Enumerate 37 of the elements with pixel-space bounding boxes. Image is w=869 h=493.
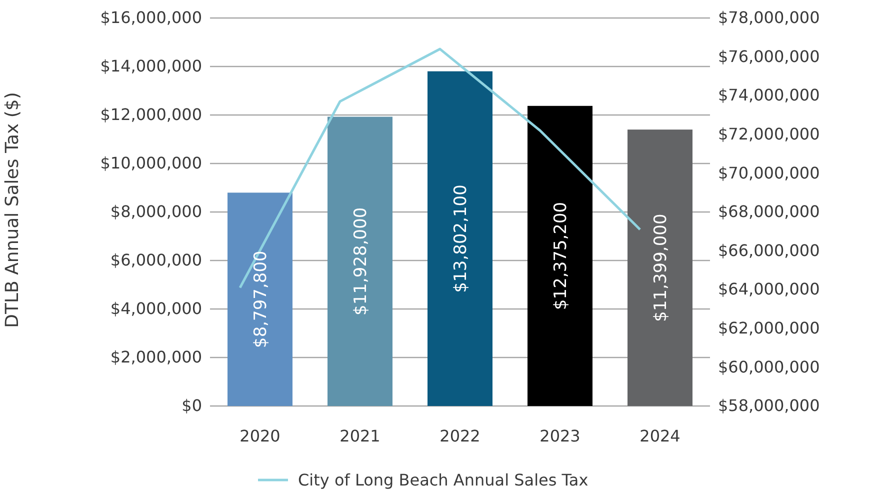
- bar: [328, 116, 392, 406]
- y-tick-label: $10,000,000: [100, 154, 202, 173]
- bar: [428, 71, 492, 406]
- data-label: $11,399,000: [650, 214, 671, 322]
- bar: [628, 130, 692, 406]
- y2-tick-label: $72,000,000: [718, 124, 820, 144]
- legend-label: City of Long Beach Annual Sales Tax: [298, 470, 588, 490]
- bar: [528, 106, 592, 406]
- y2-tick-label: $78,000,000: [718, 8, 820, 28]
- y2-tick-label: $58,000,000: [718, 396, 820, 416]
- data-label: $8,797,800: [250, 250, 271, 348]
- x-tick-label: 2022: [440, 426, 480, 446]
- x-tick-label: 2020: [240, 426, 280, 446]
- data-label: $13,802,100: [450, 184, 471, 293]
- x-tick-label: 2023: [540, 426, 580, 446]
- y-tick-label: $16,000,000: [100, 8, 202, 28]
- y-tick-label: $6,000,000: [110, 250, 202, 270]
- y2-tick-label: $60,000,000: [718, 357, 820, 376]
- y-tick-label: $4,000,000: [110, 299, 202, 318]
- bar: [228, 192, 292, 406]
- x-tick-label: 2021: [340, 426, 380, 446]
- y2-tick-label: $70,000,000: [718, 163, 820, 182]
- y2-tick-label: $62,000,000: [718, 318, 820, 338]
- y2-tick-label: $66,000,000: [718, 240, 820, 260]
- x-tick-label: 2024: [640, 426, 680, 446]
- y-tick-label: $8,000,000: [110, 202, 202, 222]
- y-tick-label: $0: [182, 396, 202, 416]
- data-label: $12,375,200: [550, 202, 571, 310]
- y-tick-label: $14,000,000: [100, 56, 202, 76]
- y2-tick-label: $74,000,000: [718, 86, 820, 105]
- y-axis-title: DTLB Annual Sales Tax ($): [2, 92, 23, 328]
- y-tick-label: $12,000,000: [100, 105, 202, 124]
- data-label: $11,928,000: [350, 207, 371, 316]
- y2-tick-label: $68,000,000: [718, 202, 820, 222]
- y2-tick-label: $76,000,000: [718, 46, 820, 66]
- y-tick-label: $2,000,000: [110, 348, 202, 367]
- y2-tick-label: $64,000,000: [718, 280, 820, 299]
